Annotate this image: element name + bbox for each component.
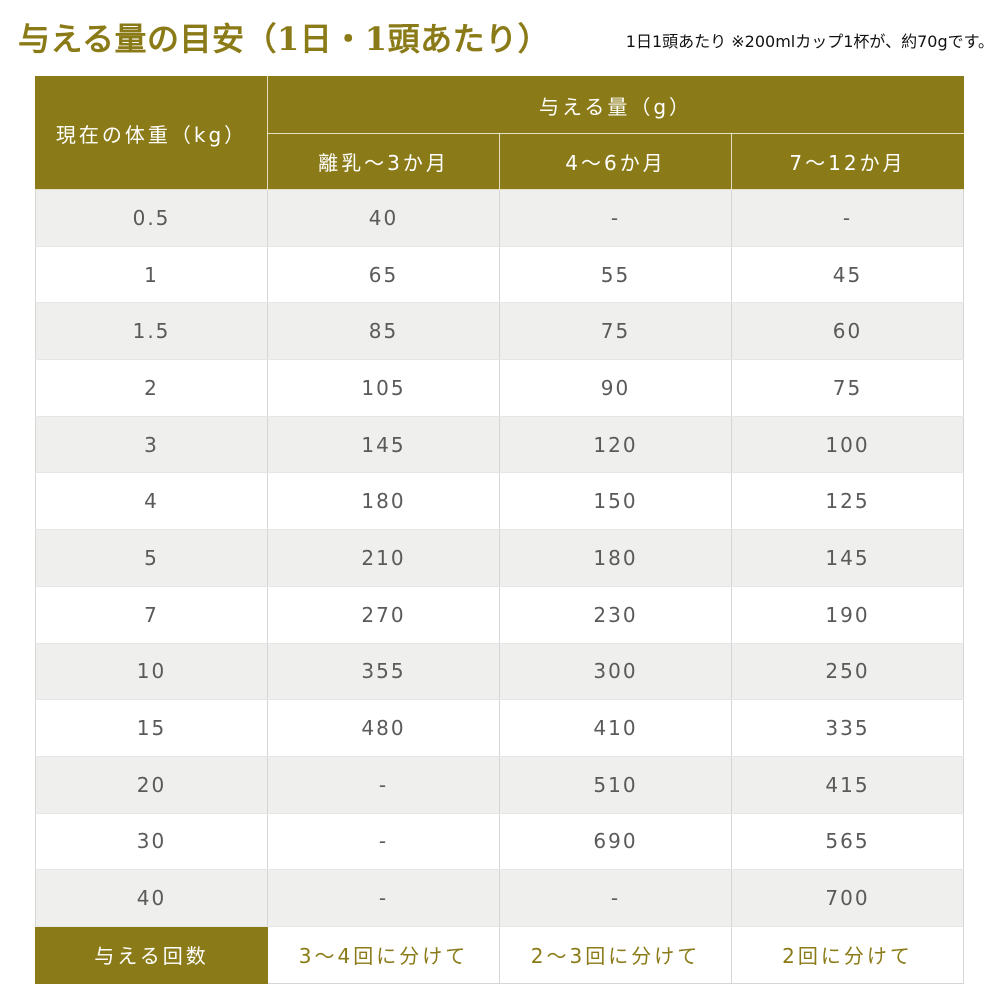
- table-row: 10 355 300 250: [35, 642, 965, 701]
- amount-cell: 355: [267, 642, 500, 701]
- amount-cell: 180: [267, 472, 500, 531]
- amount-cell: 250: [730, 642, 965, 701]
- table-header: 現在の体重（kg） 与える量（g） 離乳〜3か月 4〜6か月 7〜12か月: [35, 76, 965, 190]
- weight-cell: 4: [35, 472, 268, 531]
- frequency-label: 与える回数: [35, 925, 268, 984]
- amount-cell: -: [267, 869, 500, 927]
- table-row: 20 - 510 415: [35, 755, 965, 814]
- weight-cell: 2: [35, 359, 268, 417]
- frequency-cell: 2回に分けて: [730, 925, 965, 984]
- weight-cell: 1.5: [35, 302, 268, 361]
- amount-cell: 105: [267, 359, 500, 417]
- amount-cell: 335: [730, 699, 965, 757]
- amount-cell: 410: [499, 699, 732, 757]
- weight-cell: 40: [35, 869, 268, 927]
- table-row: 7 270 230 190: [35, 585, 965, 644]
- table-row: 1.5 85 75 60: [35, 302, 965, 361]
- amount-cell: 210: [267, 529, 500, 587]
- age-header-row: 離乳〜3か月 4〜6か月 7〜12か月: [36, 133, 965, 190]
- table-row: 4 180 150 125: [35, 472, 965, 531]
- table-body: 0.5 40 - - 1 65 55 45 1.5 85 75 60 2 105…: [35, 189, 965, 927]
- weight-column-header: 現在の体重（kg）: [35, 76, 268, 190]
- age-header-weaning-3m: 離乳〜3か月: [267, 133, 500, 190]
- weight-cell: 3: [35, 415, 268, 474]
- weight-cell: 1: [35, 245, 268, 304]
- amount-cell: -: [267, 812, 500, 871]
- amount-cell: 300: [499, 642, 732, 701]
- amount-cell: 145: [730, 529, 965, 587]
- weight-cell: 20: [35, 755, 268, 814]
- table-row: 1 65 55 45: [35, 245, 965, 304]
- amount-cell: 270: [267, 585, 500, 644]
- amount-cell: 510: [499, 755, 732, 814]
- frequency-cell: 3〜4回に分けて: [267, 925, 500, 984]
- age-header-4-6m: 4〜6か月: [499, 133, 732, 190]
- feeding-amount-table: 現在の体重（kg） 与える量（g） 離乳〜3か月 4〜6か月 7〜12か月 0.…: [35, 76, 965, 984]
- amount-cell: -: [730, 189, 965, 247]
- amount-cell: 125: [730, 472, 965, 531]
- amount-cell: 480: [267, 699, 500, 757]
- age-header-7-12m: 7〜12か月: [730, 133, 965, 190]
- page-title: 与える量の目安（1日・1頭あたり）: [18, 20, 551, 58]
- amount-cell: 55: [499, 245, 732, 304]
- table-row: 2 105 90 75: [35, 359, 965, 417]
- amount-cell: 85: [267, 302, 500, 361]
- weight-cell: 10: [35, 642, 268, 701]
- frequency-row: 与える回数 3〜4回に分けて 2〜3回に分けて 2回に分けて: [35, 925, 965, 984]
- weight-cell: 5: [35, 529, 268, 587]
- amount-cell: 565: [730, 812, 965, 871]
- amount-cell: 690: [499, 812, 732, 871]
- amount-cell: 90: [499, 359, 732, 417]
- amount-cell: 230: [499, 585, 732, 644]
- frequency-cell: 2〜3回に分けて: [499, 925, 732, 984]
- header-row: 現在の体重（kg） 与える量（g）: [35, 76, 965, 190]
- table-row: 3 145 120 100: [35, 415, 965, 474]
- amount-cell: 415: [730, 755, 965, 814]
- amount-cell: 180: [499, 529, 732, 587]
- amount-cell: 700: [730, 869, 965, 927]
- amount-cell: 150: [499, 472, 732, 531]
- amount-cell: 120: [499, 415, 732, 474]
- amount-column-header: 与える量（g）: [266, 76, 965, 134]
- table-row: 0.5 40 - -: [35, 189, 965, 247]
- amount-cell: -: [267, 755, 500, 814]
- amount-cell: 40: [267, 189, 500, 247]
- amount-cell: -: [499, 189, 732, 247]
- amount-cell: 75: [730, 359, 965, 417]
- amount-cell: 190: [730, 585, 965, 644]
- amount-cell: 100: [730, 415, 965, 474]
- table-row: 5 210 180 145: [35, 529, 965, 587]
- weight-cell: 15: [35, 699, 268, 757]
- table-row: 40 - - 700: [35, 869, 965, 927]
- table-row: 15 480 410 335: [35, 699, 965, 757]
- weight-cell: 0.5: [35, 189, 268, 247]
- amount-cell: 65: [267, 245, 500, 304]
- amount-cell: -: [499, 869, 732, 927]
- serving-note: 1日1頭あたり ※200mlカップ1杯が、約70gです。: [625, 32, 994, 51]
- table-row: 30 - 690 565: [35, 812, 965, 871]
- weight-cell: 7: [35, 585, 268, 644]
- amount-cell: 60: [730, 302, 965, 361]
- amount-cell: 145: [267, 415, 500, 474]
- table-footer: 与える回数 3〜4回に分けて 2〜3回に分けて 2回に分けて: [35, 925, 965, 984]
- amount-cell: 45: [730, 245, 965, 304]
- amount-cell: 75: [499, 302, 732, 361]
- weight-cell: 30: [35, 812, 268, 871]
